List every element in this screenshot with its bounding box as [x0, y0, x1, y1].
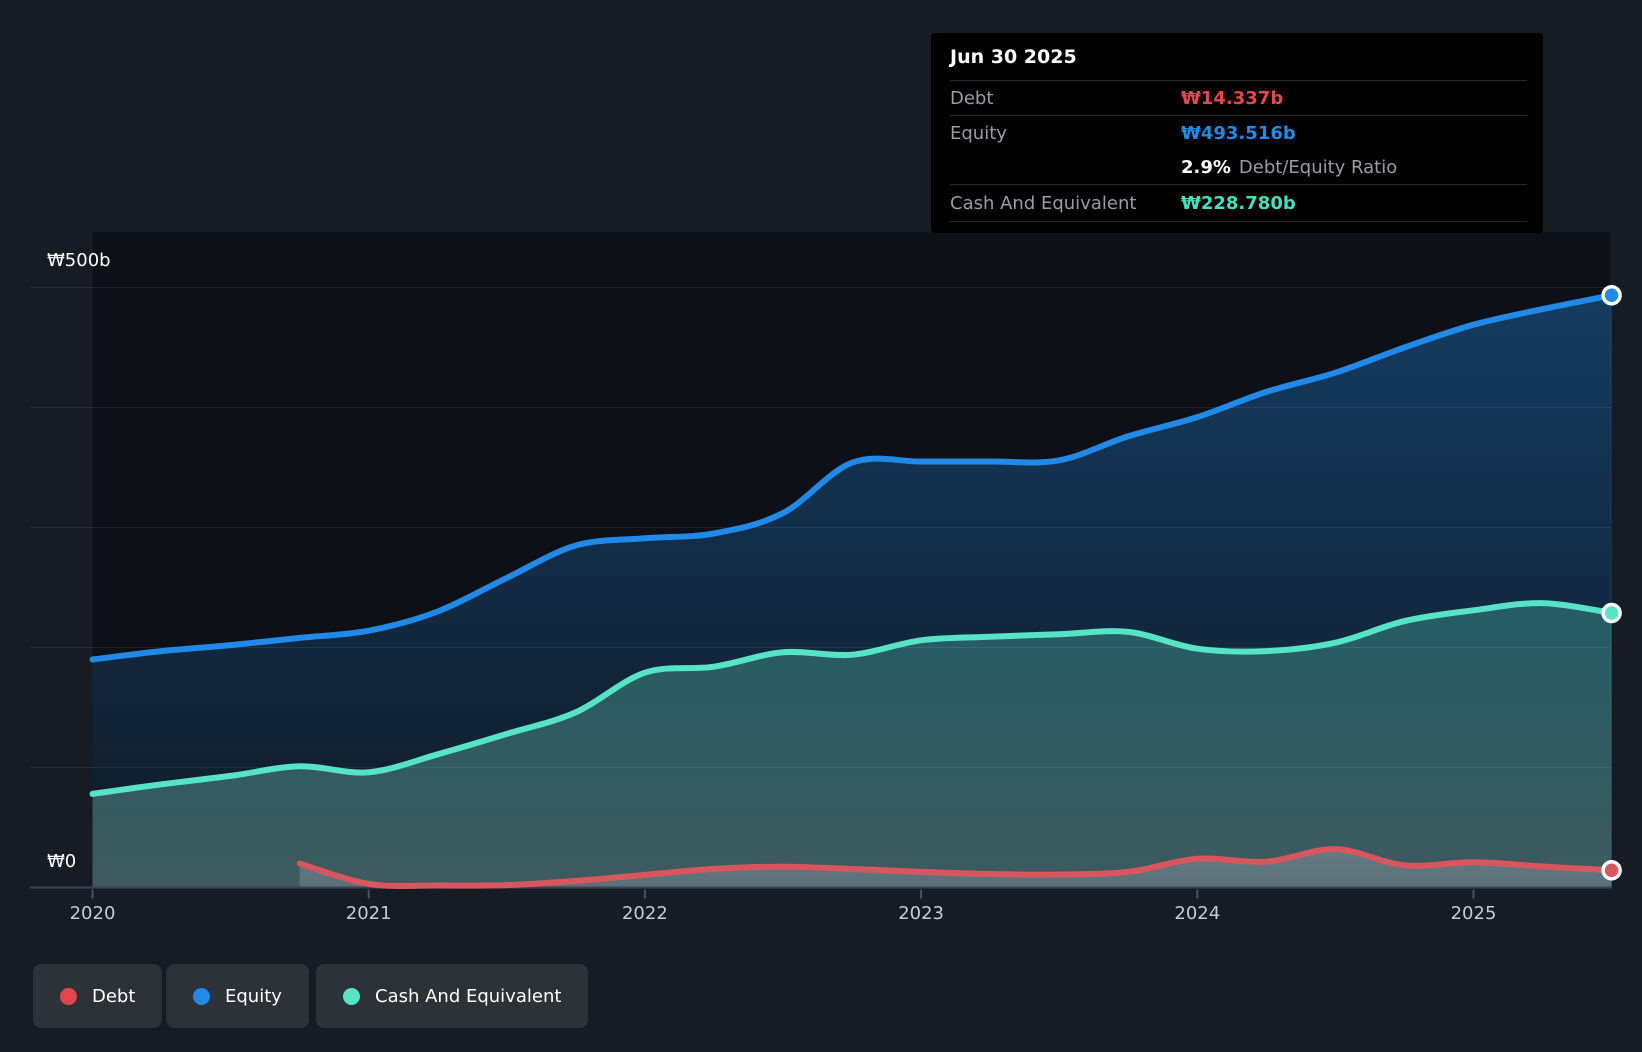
- legend-equity-label: Equity: [225, 985, 282, 1007]
- legend-debt-label: Debt: [92, 985, 136, 1007]
- x-axis-label-2024: 2024: [1174, 903, 1221, 924]
- tooltip-row-ratio: 2.9% Debt/Equity Ratio: [950, 150, 1527, 185]
- debt-series-dot-icon: [60, 987, 77, 1005]
- x-axis-label-2022: 2022: [621, 903, 668, 924]
- tooltip-debt-label: Debt: [950, 87, 994, 109]
- tooltip-row-cash: Cash And Equivalent ₩228.780b: [950, 185, 1527, 222]
- cash-series-dot-icon: [343, 987, 360, 1005]
- legend-item-equity[interactable]: Equity: [166, 964, 309, 1028]
- tooltip-row-equity: Equity ₩493.516b: [950, 115, 1527, 150]
- y-axis-label-0: ₩0: [47, 851, 77, 872]
- x-axis-label-2021: 2021: [345, 903, 392, 924]
- tooltip-debt-value: ₩14.337b: [1181, 87, 1284, 109]
- tooltip-cash-value: ₩228.780b: [1181, 192, 1296, 214]
- equity-series-dot-icon: [193, 987, 210, 1005]
- y-axis-label-500b: ₩500b: [47, 250, 111, 271]
- tooltip-row-debt: Debt ₩14.337b: [950, 80, 1527, 115]
- tooltip-ratio-label: Debt/Equity Ratio: [1238, 156, 1398, 178]
- tooltip-date: Jun 30 2025: [950, 45, 1077, 68]
- x-axis-label-2025: 2025: [1450, 903, 1497, 924]
- legend-item-cash[interactable]: Cash And Equivalent: [316, 964, 589, 1028]
- tooltip-ratio-value: 2.9%: [1181, 156, 1231, 178]
- tooltip-cash-label: Cash And Equivalent: [950, 192, 1137, 214]
- legend-item-debt[interactable]: Debt: [33, 964, 163, 1028]
- tooltip-equity-value: ₩493.516b: [1181, 122, 1296, 144]
- tooltip-equity-label: Equity: [950, 122, 1007, 144]
- chart-tooltip: Jun 30 2025 Debt ₩14.337b Equity ₩493.51…: [931, 33, 1543, 233]
- legend-cash-label: Cash And Equivalent: [375, 985, 562, 1007]
- x-axis-label-2020: 2020: [69, 903, 116, 924]
- x-axis-label-2023: 2023: [898, 903, 944, 924]
